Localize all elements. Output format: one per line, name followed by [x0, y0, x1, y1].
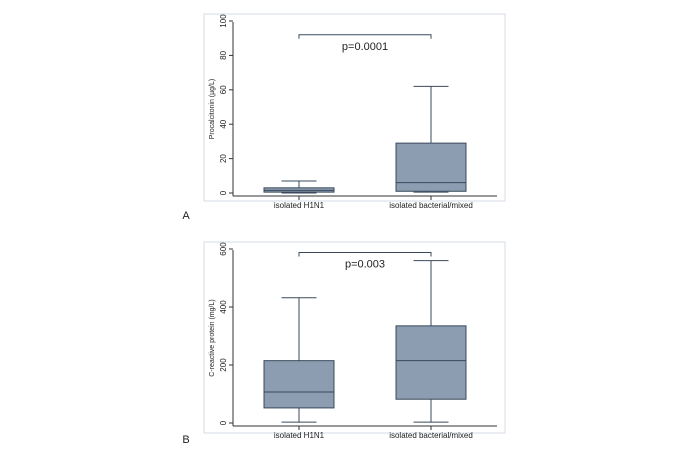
chart-panel-2: 0 200 400 600 C-reactive protein (mg/L) isola…: [182, 241, 506, 446]
x-tick-label: isolated H1N1: [274, 431, 325, 440]
p-value-annotation: p=0.0001: [342, 41, 388, 53]
box-1: [263, 180, 335, 194]
significance-bracket: [298, 34, 432, 39]
p-value-annotation: p=0.003: [345, 258, 385, 270]
box-2: [395, 85, 467, 193]
y-tick-label: 0: [219, 190, 228, 195]
y-tick-label: 0: [219, 420, 228, 425]
x-tick-label: isolated bacterial/mixed: [389, 431, 473, 440]
box-2: [395, 260, 467, 423]
box-iqr: [395, 325, 467, 400]
y-tick-label: 60: [219, 85, 228, 94]
y-tick-label: 400: [219, 300, 228, 314]
y-tick-label: 40: [219, 119, 228, 128]
y-tick-label: 200: [219, 358, 228, 372]
y-tick-label: 20: [219, 154, 228, 163]
y-tick-label: 80: [219, 50, 228, 59]
x-tick-label: isolated H1N1: [274, 201, 325, 210]
x-tick-label: isolated bacterial/mixed: [389, 201, 473, 210]
significance-bracket: [298, 251, 432, 257]
y-axis-title: Procalcitonin (µg/L): [209, 79, 216, 139]
y-axis-title: C-reactive protein (mg/L): [209, 299, 216, 376]
box-iqr: [395, 142, 467, 192]
box-1: [263, 297, 335, 423]
y-tick-label: 100: [219, 14, 228, 28]
box-iqr: [263, 360, 335, 409]
panel-label: B: [182, 434, 189, 446]
chart-panel-1: 0 20 40 60 80 100 Procalcitonin (µg/L) isolated…: [182, 13, 506, 222]
panel-label: A: [182, 210, 190, 222]
y-tick-label: 600: [219, 242, 228, 256]
